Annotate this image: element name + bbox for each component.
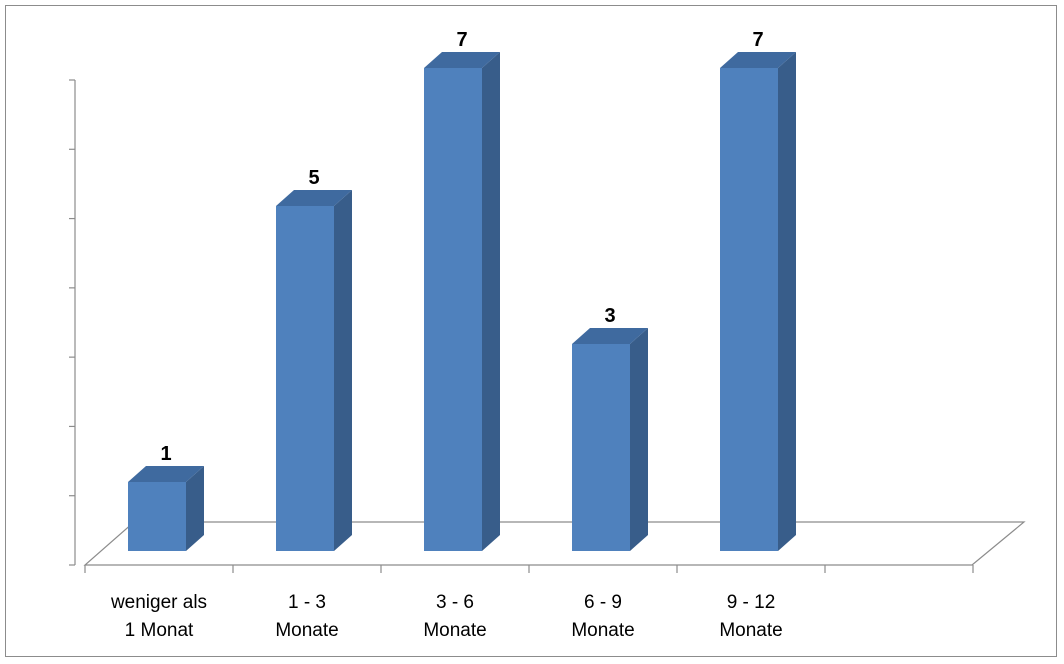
bar-side — [778, 52, 796, 551]
bar-front — [572, 344, 630, 551]
bar-side — [630, 328, 648, 551]
data-label: 3 — [604, 305, 615, 327]
bar-front — [128, 482, 186, 551]
x-tick-label: 1 Monat — [125, 620, 194, 641]
bar-front — [424, 68, 482, 551]
data-label: 7 — [456, 29, 467, 51]
bar-side — [186, 466, 204, 551]
bar-side — [334, 190, 352, 551]
x-tick-label: 9 - 12 — [727, 592, 776, 613]
bar — [572, 328, 648, 551]
bar-top — [424, 52, 500, 68]
data-label: 7 — [752, 29, 763, 51]
bar — [424, 52, 500, 551]
bar-front — [276, 206, 334, 551]
chart-axes — [69, 79, 1026, 573]
x-tick-label: 1 - 3 — [288, 592, 326, 613]
x-tick-label: Monate — [571, 620, 634, 641]
bar — [720, 52, 796, 551]
bar-top — [720, 52, 796, 68]
x-tick-label: 6 - 9 — [584, 592, 622, 613]
bar — [128, 466, 204, 551]
x-tick-label: Monate — [275, 620, 338, 641]
bar-top — [276, 190, 352, 206]
chart-bars — [128, 52, 796, 551]
x-tick-label: Monate — [423, 620, 486, 641]
bar-side — [482, 52, 500, 551]
bar-top — [128, 466, 204, 482]
data-label: 5 — [308, 167, 319, 189]
x-tick-label: 3 - 6 — [436, 592, 474, 613]
x-tick-label: weniger als — [110, 592, 207, 613]
x-tick-label: Monate — [719, 620, 782, 641]
floor-plane — [83, 521, 1026, 566]
chart-labels: 1 weniger als 1 Monat 5 1 - 3 Monate 7 3 - 6 Mon… — [110, 29, 783, 641]
bar — [276, 190, 352, 551]
bar-top — [572, 328, 648, 344]
bar-front — [720, 68, 778, 551]
data-label: 1 — [160, 443, 171, 465]
